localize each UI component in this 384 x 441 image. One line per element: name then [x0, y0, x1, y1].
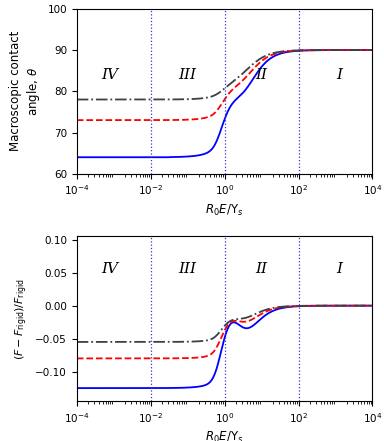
Text: I: I [336, 68, 342, 82]
X-axis label: $R_0E/\Upsilon_s$: $R_0E/\Upsilon_s$ [205, 203, 244, 218]
Text: IV: IV [101, 68, 119, 82]
Text: IV: IV [101, 262, 119, 277]
Text: II: II [256, 262, 268, 277]
Text: II: II [256, 68, 268, 82]
X-axis label: $R_0E/\Upsilon_s$: $R_0E/\Upsilon_s$ [205, 430, 244, 441]
Y-axis label: Macroscopic contact
angle, $\theta$: Macroscopic contact angle, $\theta$ [10, 31, 42, 151]
Text: I: I [336, 262, 342, 277]
Y-axis label: $(F-F_{\rm rigid})/F_{\rm rigid}$: $(F-F_{\rm rigid})/F_{\rm rigid}$ [13, 278, 30, 360]
Text: III: III [179, 68, 197, 82]
Text: III: III [179, 262, 197, 277]
